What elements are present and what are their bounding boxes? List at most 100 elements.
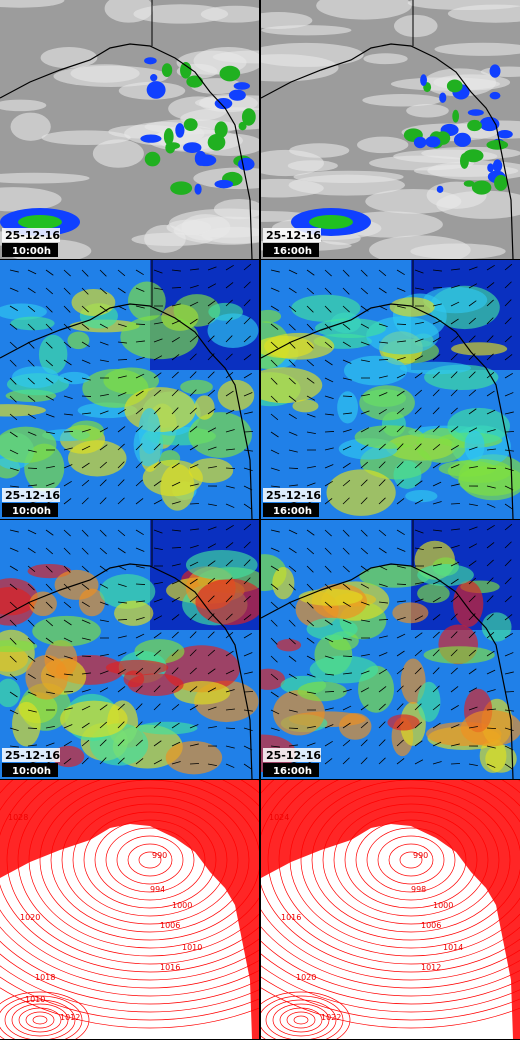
wind-arrow: [81, 395, 92, 397]
wind-field: [292, 399, 319, 413]
wind-field: [180, 379, 213, 395]
wind-field: [458, 465, 520, 496]
wind-arrow: [171, 722, 180, 729]
wind-arrow: [360, 410, 370, 415]
wind-arrow: [360, 687, 370, 693]
cloud: [406, 104, 449, 118]
wind-arrow: [243, 595, 251, 603]
precip: [309, 215, 353, 229]
isobar-label: 990: [152, 851, 167, 860]
wind-arrow: [396, 633, 406, 639]
wind-arrow: [189, 353, 197, 361]
wind-arrow: [378, 392, 388, 397]
wind-arrow: [189, 705, 198, 711]
wind-arrow: [9, 565, 18, 571]
wind-arrow: [225, 409, 235, 415]
wind-field: [423, 646, 495, 664]
isobar: [399, 851, 423, 869]
wind-arrow: [270, 727, 280, 731]
wind-arrow: [270, 619, 278, 627]
date-label: 25-12-16: [266, 749, 321, 762]
pressure-map: 1028 990 994 1000 1006 1010 1016 1020 1018 1012 10…: [0, 780, 259, 1039]
wind-arrow: [324, 447, 334, 451]
isobar: [293, 1015, 309, 1025]
precip: [146, 81, 166, 99]
wind-arrow: [342, 529, 350, 537]
wind-arrow: [450, 613, 458, 621]
wind-arrow: [288, 359, 296, 367]
wind-arrow: [468, 408, 477, 415]
wind-arrow: [468, 706, 478, 711]
wind-arrow: [324, 637, 334, 643]
wind-arrow: [288, 637, 296, 645]
wind-arrow: [81, 412, 91, 415]
wind-arrow: [117, 375, 127, 379]
wind-arrow: [81, 739, 90, 747]
wind-arrow: [153, 685, 161, 693]
wind-arrow: [243, 392, 253, 397]
wind-arrow: [45, 482, 55, 487]
cloud: [133, 4, 229, 24]
wind-map: 25-12-16 16:00h: [261, 520, 520, 779]
wind-arrow: [135, 323, 146, 325]
wind-arrow: [504, 763, 513, 770]
isobar: [0, 995, 83, 1039]
wind-arrow: [468, 317, 477, 325]
wind-arrow: [414, 499, 424, 505]
wind-arrow: [207, 577, 216, 585]
wind-arrow: [486, 524, 495, 531]
wind-arrow: [378, 757, 386, 765]
wind-field: [337, 391, 359, 424]
precip: [446, 79, 463, 93]
wind-arrow: [432, 462, 441, 469]
wind-field: [306, 617, 358, 641]
wind-arrow: [450, 335, 459, 343]
wind-arrow: [27, 449, 37, 453]
cloud: [104, 0, 154, 23]
wind-field: [423, 286, 488, 314]
wind-arrow: [378, 583, 388, 587]
wind-arrow: [288, 484, 298, 487]
wind-field: [417, 564, 474, 587]
wind-arrow: [27, 583, 35, 591]
wind-arrow: [306, 413, 316, 418]
wind-arrow: [414, 461, 423, 469]
isobar: [83, 811, 217, 909]
wind-arrow: [63, 447, 73, 451]
wind-arrow: [432, 649, 440, 657]
wind-arrow: [189, 301, 199, 307]
wind-arrow: [27, 269, 37, 275]
wind-arrow: [27, 413, 36, 420]
wind-arrow: [414, 389, 423, 397]
cloud: [70, 64, 140, 83]
wind-arrow: [225, 613, 233, 621]
cloud: [40, 47, 98, 69]
wind-arrow: [450, 528, 460, 531]
wind-arrow: [45, 287, 54, 295]
wind-arrow: [207, 300, 216, 307]
wind-arrow: [99, 359, 109, 362]
isobar: [0, 953, 259, 1005]
wind-arrow: [486, 485, 496, 489]
wind-arrow: [63, 691, 74, 693]
precip: [214, 179, 234, 189]
wind-field: [217, 379, 255, 411]
wind-arrow: [342, 637, 352, 641]
wind-arrow: [396, 461, 404, 469]
wind-arrow: [360, 479, 368, 487]
wind-arrow: [414, 338, 424, 343]
wind-arrow: [153, 529, 163, 534]
precip: [214, 121, 228, 138]
wind-arrow: [81, 269, 89, 277]
wind-arrow: [45, 529, 54, 536]
isobar: [377, 835, 445, 885]
wind-arrow: [468, 726, 478, 729]
wind-arrow: [342, 412, 352, 415]
wind-arrow: [45, 413, 55, 418]
wind-arrow: [486, 727, 497, 729]
wind-arrow: [117, 392, 127, 397]
wind-arrow: [9, 637, 17, 645]
wind-arrow: [324, 413, 334, 416]
wind-arrow: [99, 687, 109, 693]
date-box: [2, 228, 60, 242]
